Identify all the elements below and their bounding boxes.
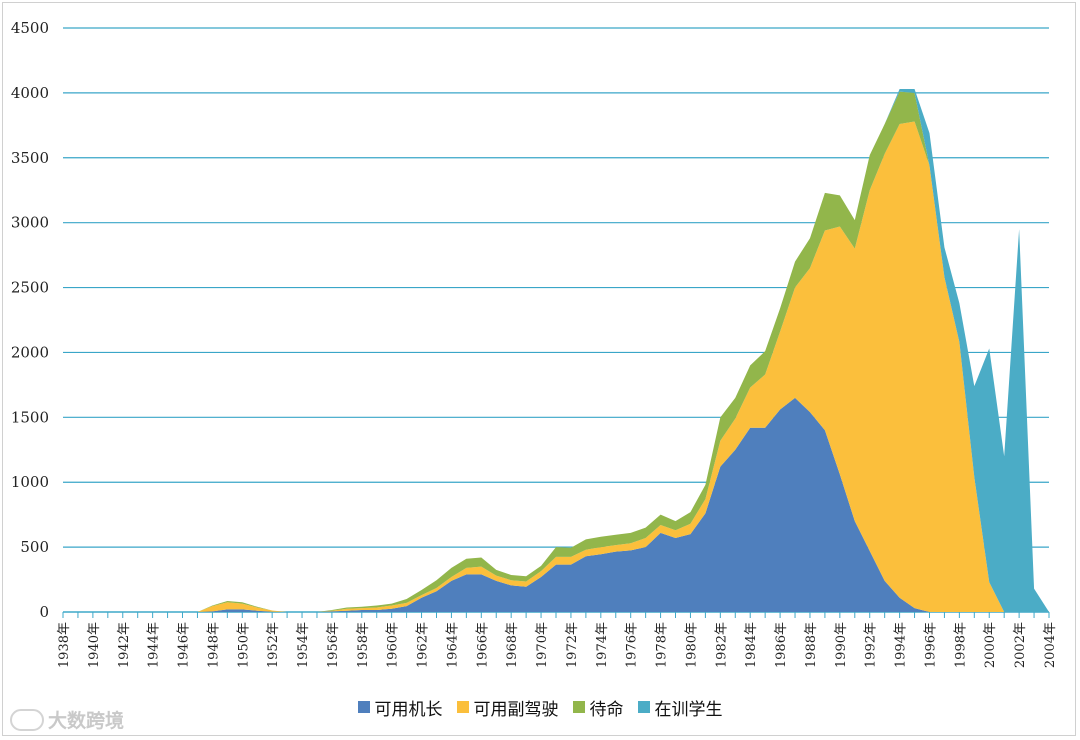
area-series-0	[63, 397, 1049, 612]
watermark-text: 大数跨境	[48, 710, 125, 732]
x-tick-label-1988: 1988年	[804, 622, 819, 668]
legend-item-captain: 可用机长	[357, 695, 443, 720]
x-tick-label-1948: 1948年	[206, 622, 221, 668]
x-tick-label-1954: 1954年	[296, 622, 311, 668]
y-tick-label-0: 0	[39, 603, 49, 621]
x-tick-label-1994: 1994年	[894, 622, 909, 668]
x-tick-label-1940: 1940年	[87, 622, 102, 668]
x-tick-label-1992: 1992年	[864, 622, 879, 668]
x-tick-label-1984: 1984年	[744, 622, 759, 668]
stacked-area-chart: 0 500 1000 1500 2000 2500 3000 3500 4000 4500 1938…	[11, 19, 1058, 668]
legend-label-first-officer: 可用副驾驶	[473, 699, 559, 720]
y-tick-label-4000: 4000	[11, 84, 49, 102]
area-series-1	[63, 121, 1049, 612]
x-tick-label-1956: 1956年	[326, 622, 341, 668]
legend-swatch-first-officer	[456, 701, 469, 713]
x-tick-label-2002: 2002年	[1013, 622, 1028, 668]
x-tick-label-1944: 1944年	[147, 622, 162, 668]
x-tick-label-1962: 1962年	[416, 622, 431, 668]
x-tick-label-1998: 1998年	[953, 622, 968, 668]
y-tick-label-4500: 4500	[11, 19, 49, 37]
watermark: 大数跨境	[10, 706, 124, 733]
legend-label-trainee: 在训学生	[654, 699, 723, 720]
y-tick-label-2000: 2000	[11, 343, 49, 361]
x-tick-label-1946: 1946年	[177, 622, 192, 668]
legend-item-standby: 待命	[572, 695, 624, 720]
x-tick-label-1938: 1938年	[57, 622, 72, 668]
x-tick-label-2004: 2004年	[1043, 622, 1058, 668]
x-tick-label-1986: 1986年	[774, 622, 789, 668]
legend-swatch-captain	[357, 701, 370, 713]
x-tick-label-1952: 1952年	[266, 622, 281, 668]
legend-item-first-officer: 可用副驾驶	[456, 695, 559, 720]
legend-swatch-standby	[572, 701, 585, 713]
x-tick-label-1976: 1976年	[625, 622, 640, 668]
x-tick-label-1950: 1950年	[236, 622, 251, 668]
x-tick-label-1958: 1958年	[356, 622, 371, 668]
x-tick-label-1982: 1982年	[714, 622, 729, 668]
y-tick-label-2500: 2500	[11, 279, 49, 297]
x-tick-label-1980: 1980年	[684, 622, 699, 668]
x-tick-label-2000: 2000年	[983, 622, 998, 668]
legend-label-standby: 待命	[589, 699, 624, 720]
y-tick-label-3000: 3000	[11, 214, 49, 232]
watermark-logo-icon	[10, 708, 44, 731]
y-tick-label-3500: 3500	[11, 149, 49, 167]
chart-legend: 可用机长 可用副驾驶 待命 在训学生	[0, 694, 1080, 720]
x-tick-label-1966: 1966年	[475, 622, 490, 668]
x-tick-label-1960: 1960年	[386, 622, 401, 668]
x-tick-label-1972: 1972年	[565, 622, 580, 668]
y-tick-label-1000: 1000	[11, 473, 49, 491]
legend-label-captain: 可用机长	[374, 699, 443, 720]
x-tick-label-1968: 1968年	[505, 622, 520, 668]
y-tick-label-500: 500	[20, 538, 49, 556]
x-tick-label-1964: 1964年	[445, 622, 460, 668]
x-tick-label-1996: 1996年	[923, 622, 938, 668]
y-tick-label-1500: 1500	[11, 408, 49, 426]
legend-item-trainee: 在训学生	[637, 695, 723, 720]
x-tick-label-1990: 1990年	[834, 622, 849, 668]
x-tick-label-1974: 1974年	[595, 622, 610, 668]
x-tick-label-1970: 1970年	[535, 622, 550, 668]
x-tick-label-1978: 1978年	[655, 622, 670, 668]
x-tick-label-1942: 1942年	[117, 622, 132, 668]
legend-swatch-trainee	[637, 701, 650, 713]
